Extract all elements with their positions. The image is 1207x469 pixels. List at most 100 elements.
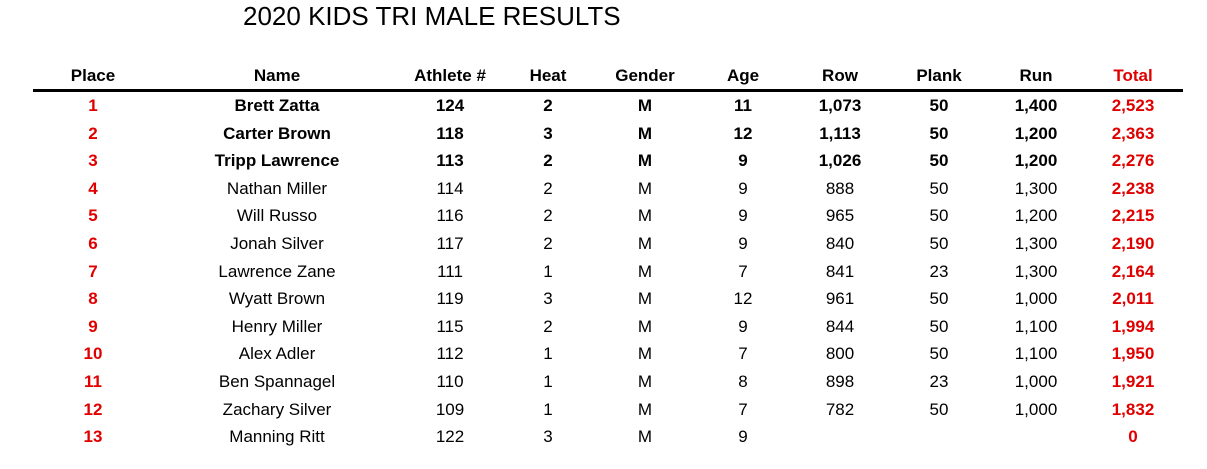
table-cell: 117 (436, 234, 464, 253)
table-cell: M (637, 178, 653, 198)
table-cell: 119 (436, 289, 464, 309)
table-cell: Henry Miller (231, 316, 323, 336)
table-cell: 118 (436, 123, 464, 143)
table-cell: 2,164 (1111, 261, 1155, 281)
table-cell: M (637, 427, 653, 447)
table-cell: Will Russo (236, 206, 318, 226)
table-cell: 9 (738, 427, 748, 447)
table-cell: 3 (543, 123, 553, 143)
table-cell: 110 (436, 372, 464, 391)
table-cell: 1,026 (818, 151, 862, 171)
table-cell: 9 (738, 316, 748, 336)
table-cell: 114 (436, 178, 464, 198)
table-cell: 113 (436, 151, 464, 171)
table-cell: 2,238 (1111, 178, 1155, 198)
table-cell: 9 (738, 151, 748, 171)
table-cell: 2 (543, 151, 553, 171)
table-cell: 898 (825, 372, 855, 391)
table-cell: 841 (825, 261, 855, 281)
table-cell: 2 (543, 206, 553, 226)
column-header: Place (70, 66, 116, 85)
table-cell: Alex Adler (238, 344, 316, 364)
table-cell: M (637, 344, 653, 364)
table-cell: 50 (929, 206, 949, 226)
table-cell: 50 (929, 316, 949, 336)
table-cell: 2,011 (1112, 289, 1154, 309)
table-cell: 13 (83, 427, 103, 447)
column-header: Row (822, 66, 858, 85)
table-cell: 11 (734, 96, 752, 115)
table-cell: 8 (88, 289, 98, 309)
table-cell: M (637, 234, 653, 253)
table-cell: 1,921 (1111, 372, 1155, 391)
table-cell: 3 (543, 427, 553, 447)
table-cell: 50 (929, 399, 949, 419)
table-cell: 1,300 (1014, 234, 1058, 253)
table-cell: Carter Brown (223, 123, 331, 143)
table-cell: 1,073 (818, 96, 862, 115)
table-cell: 124 (435, 96, 465, 115)
table-cell: 1,200 (1014, 123, 1058, 143)
table-cell: 112 (436, 344, 464, 364)
table-cell: 1,832 (1111, 399, 1155, 419)
column-header: Athlete # (414, 66, 486, 85)
table-cell: 800 (825, 344, 855, 364)
table-cell: Lawrence Zane (218, 261, 336, 281)
table-cell: 7 (738, 344, 748, 364)
table-cell: M (637, 261, 653, 281)
table-cell: Tripp Lawrence (214, 151, 340, 171)
table-cell: 7 (88, 261, 98, 281)
table-cell: M (637, 316, 653, 336)
table-cell: 1,100 (1014, 344, 1058, 364)
table-cell: 9 (88, 316, 98, 336)
table-cell: 109 (435, 399, 465, 419)
table-cell: Manning Ritt (229, 427, 325, 447)
table-cell: 1,200 (1014, 206, 1058, 226)
table-cell: M (637, 206, 653, 226)
table-cell: 9 (738, 178, 748, 198)
table-cell: 8 (738, 372, 748, 391)
table-cell: 782 (825, 399, 855, 419)
table-cell: 111 (437, 261, 463, 281)
table-cell: 50 (929, 96, 949, 115)
table-cell: 12 (733, 289, 753, 309)
table-cell: Wyatt Brown (228, 289, 326, 309)
header-rule (33, 89, 1183, 92)
table-cell: 50 (929, 234, 949, 253)
table-cell: 1,400 (1014, 96, 1058, 115)
table-cell: 50 (929, 344, 949, 364)
table-cell: 2 (543, 234, 553, 253)
table-cell: 7 (738, 261, 748, 281)
table-cell: 1,000 (1014, 399, 1058, 419)
table-cell: 961 (825, 289, 855, 309)
table-cell: 888 (825, 178, 855, 198)
table-cell: 1 (88, 96, 98, 115)
table-cell: 2 (543, 178, 553, 198)
table-cell: 9 (738, 206, 748, 226)
table-cell: 23 (929, 261, 949, 281)
table-cell: 115 (436, 316, 464, 336)
column-header: Name (253, 66, 301, 85)
table-cell: 1 (543, 372, 553, 391)
table-cell: 9 (738, 234, 748, 253)
table-cell: 11 (84, 372, 102, 391)
table-cell: M (637, 372, 653, 391)
table-cell: 23 (929, 372, 949, 391)
table-cell: 12 (733, 123, 753, 143)
table-cell: 2 (543, 96, 553, 115)
table-cell: 5 (88, 206, 98, 226)
table-cell: 2,215 (1111, 206, 1155, 226)
table-cell: 1,994 (1111, 316, 1155, 336)
column-header: Age (726, 66, 760, 85)
table-cell: 1,300 (1014, 178, 1058, 198)
column-header: Run (1019, 66, 1053, 85)
table-cell: 50 (929, 289, 949, 309)
table-cell: 1 (543, 261, 553, 281)
table-cell: 6 (88, 234, 98, 253)
table-cell: 1 (543, 344, 553, 364)
table-cell: 1,950 (1111, 344, 1155, 364)
table-cell: 965 (825, 206, 855, 226)
table-cell: 1,300 (1014, 261, 1058, 281)
table-cell: M (637, 399, 653, 419)
